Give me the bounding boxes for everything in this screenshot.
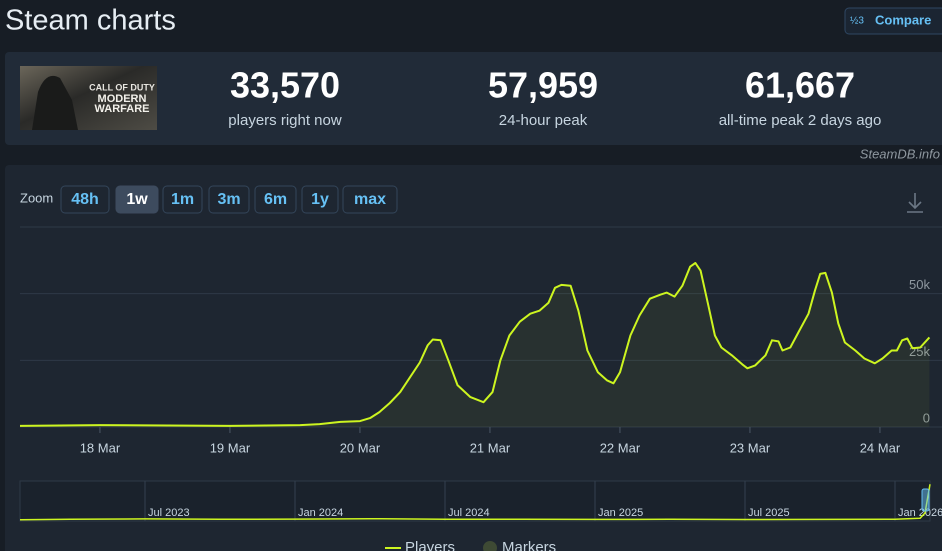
y-tick-label: 50k [909, 277, 930, 292]
legend-swatch [483, 541, 497, 551]
legend-label[interactable]: Players [405, 539, 455, 551]
page-title: Steam charts [5, 5, 176, 37]
zoom-option[interactable]: 6m [264, 191, 287, 208]
x-tick-label: 18 Mar [80, 440, 121, 455]
compare-label[interactable]: Compare [875, 12, 931, 27]
compare-button[interactable]: ½3 Compare [844, 7, 942, 35]
stat-value: 33,570 [230, 65, 340, 106]
chart-panel [5, 165, 942, 551]
navigator-tick-label: Jan 2026 [898, 507, 942, 519]
zoom-option[interactable]: 1w [126, 191, 148, 208]
stat-label: players right now [228, 112, 342, 129]
zoom-button[interactable] [60, 185, 110, 214]
stat-value: 57,959 [488, 65, 598, 106]
zoom-option[interactable]: 1y [311, 191, 329, 208]
zoom-option[interactable]: 48h [71, 191, 99, 208]
navigator-handle[interactable] [921, 488, 930, 512]
stats-panel [5, 52, 942, 145]
stat-label: 24-hour peak [499, 112, 588, 129]
zoom-buttons: 48h 1w 1m 3m 6m 1y max [60, 185, 398, 214]
navigator-tick-label: Jul 2024 [448, 507, 490, 519]
x-tick-label: 20 Mar [340, 440, 381, 455]
game-figure [32, 75, 78, 130]
download-glyph[interactable] [907, 193, 923, 213]
zoom-button[interactable] [254, 185, 297, 214]
x-tick-label: 19 Mar [210, 440, 251, 455]
stat-label: all-time peak 2 days ago [719, 112, 882, 129]
navigator-frame [19, 480, 931, 522]
compare-icon[interactable]: ½3 [850, 16, 864, 27]
zoom-button[interactable] [342, 185, 398, 214]
y-tick-label: 0 [923, 410, 930, 425]
navigator-tick-label: Jan 2025 [598, 507, 643, 519]
legend-label[interactable]: Markers [502, 539, 556, 551]
stat-value: 61,667 [745, 65, 855, 106]
zoom-button[interactable] [162, 185, 203, 214]
series-line [19, 262, 931, 427]
download-icon[interactable] [907, 193, 923, 213]
zoom-option[interactable]: 1m [171, 191, 194, 208]
x-tick-label: 24 Mar [860, 440, 901, 455]
game-logo: MODERN [98, 93, 147, 105]
source[interactable]: SteamDB.info [860, 146, 940, 161]
compare-frame[interactable] [844, 7, 942, 35]
zoom-label: Zoom [20, 190, 53, 205]
zoom-option[interactable]: 3m [217, 191, 240, 208]
zoom-button[interactable] [115, 185, 159, 214]
game-logo: CALL OF DUTY [89, 82, 155, 92]
zoom-button[interactable] [301, 185, 339, 214]
x-tick-label: 22 Mar [600, 440, 641, 455]
navigator-tick-label: Jul 2023 [148, 507, 190, 519]
series-area [20, 263, 930, 427]
navigator-line [19, 484, 931, 521]
game-logo: WARFARE [95, 103, 150, 115]
navigator-tick-label: Jan 2024 [298, 507, 343, 519]
zoom-button[interactable] [208, 185, 250, 214]
navigator-tick-label: Jul 2025 [748, 507, 790, 519]
x-tick-label: 23 Mar [730, 440, 771, 455]
stats: 33,570 players right now 57,959 24-hour pea… [228, 65, 881, 129]
zoom-option[interactable]: max [354, 191, 386, 208]
x-tick-label: 21 Mar [470, 440, 511, 455]
